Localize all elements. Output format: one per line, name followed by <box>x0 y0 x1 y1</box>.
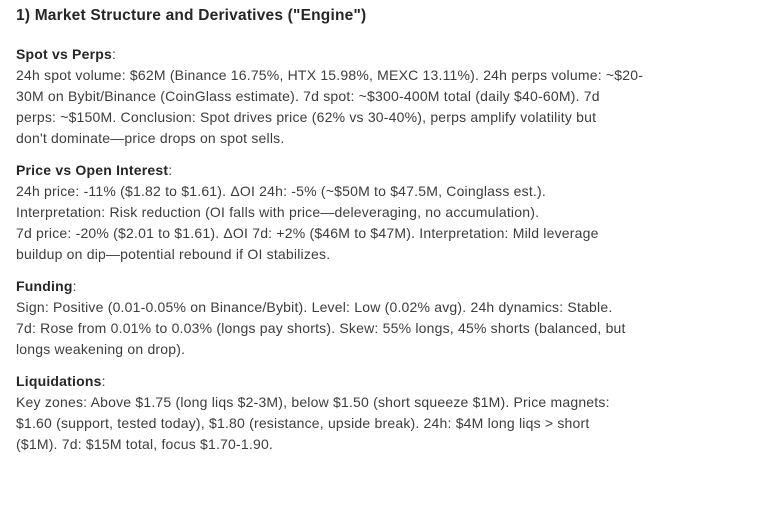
section-heading-colon: : <box>111 46 117 62</box>
text-line: perps: ~$150M. Conclusion: Spot drives p… <box>16 109 597 125</box>
sections-container: Spot vs Perps: 24h spot volume: $62M (Bin… <box>16 44 752 455</box>
section-price-vs-open-interest: Price vs Open Interest: 24h price: -11% (… <box>16 160 752 265</box>
document: 1) Market Structure and Derivatives ("En… <box>16 7 752 455</box>
section-funding: Funding: Sign: Positive (0.01-0.05% on Bi… <box>16 276 752 360</box>
text-line: don't dominate—price drops on spot sells… <box>16 130 285 146</box>
section-heading-price-vs-open-interest: Price vs Open Interest: <box>16 160 752 181</box>
section-heading-text: Liquidations <box>16 373 102 389</box>
text-line: ($1M). 7d: $15M total, focus $1.70-1.90. <box>16 436 274 452</box>
text-line: Key zones: Above $1.75 (long liqs $2-3M)… <box>16 394 610 410</box>
text-line: Interpretation: Risk reduction (OI falls… <box>16 204 540 220</box>
section-heading-colon: : <box>72 278 77 294</box>
text-line: 7d: Rose from 0.01% to 0.03% (longs pay … <box>16 320 626 336</box>
section-heading-colon: : <box>101 373 106 389</box>
section-heading-liquidations: Liquidations: <box>16 371 752 392</box>
text-line: buildup on dip—potential rebound if OI s… <box>16 246 331 262</box>
section-heading-text: Price vs Open Interest <box>16 162 169 178</box>
section-heading-text: Funding <box>16 278 73 294</box>
text-line: Sign: Positive (0.01-0.05% on Binance/By… <box>16 299 613 315</box>
section-heading-text: Spot vs Perps <box>16 46 112 62</box>
section-spot-vs-perps: Spot vs Perps: 24h spot volume: $62M (Bin… <box>16 44 752 149</box>
text-line: 24h price: -11% ($1.82 to $1.61). ΔOI 24… <box>16 183 546 199</box>
text-line: $1.60 (support, tested today), $1.80 (re… <box>16 415 590 431</box>
section-heading-spot-vs-perps: Spot vs Perps: <box>16 44 752 65</box>
text-line: longs weakening on drop). <box>16 341 186 357</box>
page-title: 1) Market Structure and Derivatives ("En… <box>16 7 367 24</box>
section-heading-funding: Funding: <box>16 276 752 297</box>
section-heading-colon: : <box>168 162 173 178</box>
text-line: 7d price: -20% ($2.01 to $1.61). ΔOI 7d:… <box>16 225 599 241</box>
text-line: 24h spot volume: $62M (Binance 16.75%, H… <box>16 67 644 83</box>
text-line: 30M on Bybit/Binance (CoinGlass estimate… <box>16 88 600 104</box>
section-liquidations: Liquidations: Key zones: Above $1.75 (lon… <box>16 371 752 455</box>
